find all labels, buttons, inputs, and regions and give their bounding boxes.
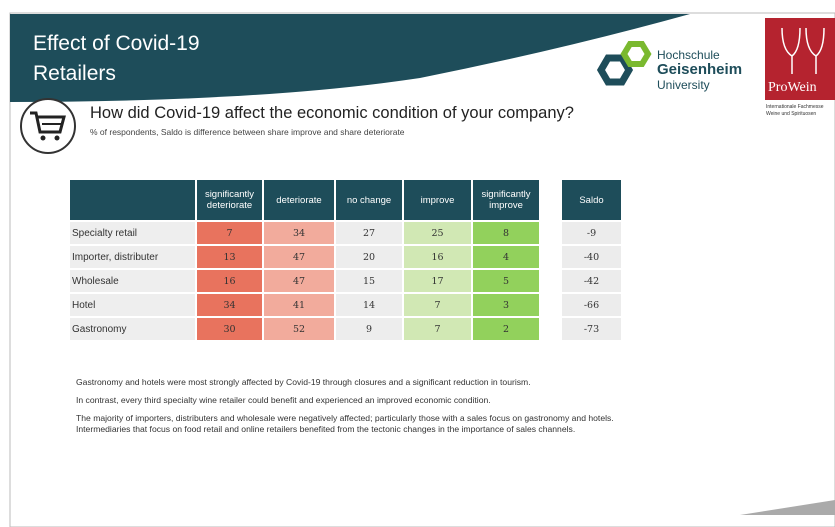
table-cell: 16 xyxy=(197,270,262,292)
table-cell: 47 xyxy=(264,246,334,268)
title: Retailers xyxy=(33,62,116,85)
column-header: Saldo xyxy=(562,180,621,220)
table-cell: 7 xyxy=(404,318,471,340)
footer-wedge xyxy=(740,500,835,515)
saldo-cell: -66 xyxy=(562,294,621,316)
table-cell: 20 xyxy=(336,246,402,268)
table-cell: 27 xyxy=(336,222,402,244)
row-label: Hotel xyxy=(70,294,195,316)
logo-text: University xyxy=(657,78,710,92)
table-cell: 13 xyxy=(197,246,262,268)
university-logo xyxy=(596,54,634,86)
saldo-cell: -42 xyxy=(562,270,621,292)
table-cell: 8 xyxy=(473,222,539,244)
university-logo xyxy=(620,41,652,67)
table-cell: 30 xyxy=(197,318,262,340)
row-label: Importer, distributer xyxy=(70,246,195,268)
cart-icon xyxy=(30,111,66,134)
note-paragraph: In contrast, every third specialty wine … xyxy=(76,395,491,405)
table-cell: 14 xyxy=(336,294,402,316)
table-cell: 47 xyxy=(264,270,334,292)
table-cell: 16 xyxy=(404,246,471,268)
saldo-cell: -73 xyxy=(562,318,621,340)
table-cell: 17 xyxy=(404,270,471,292)
table-cell: 34 xyxy=(264,222,334,244)
column-header: no change xyxy=(336,180,402,220)
question: How did Covid-19 affect the economic con… xyxy=(90,104,574,122)
header-band xyxy=(10,14,690,102)
column-header: significantly improve xyxy=(473,180,539,220)
logo-text: Hochschule xyxy=(657,48,720,62)
logo-text: Geisenheim xyxy=(657,61,743,78)
cart-icon xyxy=(40,135,46,141)
table-cell: 41 xyxy=(264,294,334,316)
table-cell: 9 xyxy=(336,318,402,340)
table-cell: 7 xyxy=(197,222,262,244)
logo-text: ProWein xyxy=(768,80,817,95)
title: Effect of Covid-19 xyxy=(33,32,200,55)
note-paragraph: The majority of importers, distributers … xyxy=(76,413,614,434)
note-paragraph: Gastronomy and hotels were most strongly… xyxy=(76,377,531,387)
column-header: deteriorate xyxy=(264,180,334,220)
cart-icon xyxy=(54,135,60,141)
column-header: improve xyxy=(404,180,471,220)
row-label: Wholesale xyxy=(70,270,195,292)
table-cell: 7 xyxy=(404,294,471,316)
prowein-logo xyxy=(781,27,825,74)
saldo-cell: -40 xyxy=(562,246,621,268)
table-cell: 2 xyxy=(473,318,539,340)
table-cell: 5 xyxy=(473,270,539,292)
slide-border xyxy=(9,12,835,527)
saldo-cell: -9 xyxy=(562,222,621,244)
row-label: Gastronomy xyxy=(70,318,195,340)
table-cell: 15 xyxy=(336,270,402,292)
table-cell: 34 xyxy=(197,294,262,316)
row-label: Specialty retail xyxy=(70,222,195,244)
table-cell: 25 xyxy=(404,222,471,244)
table-cell: 3 xyxy=(473,294,539,316)
table-cell: 4 xyxy=(473,246,539,268)
column-header: significantly deteriorate xyxy=(197,180,262,220)
cart-icon xyxy=(20,98,76,154)
table-cell: 52 xyxy=(264,318,334,340)
logo-text: Weine und Spirituosen xyxy=(766,111,817,117)
header-cell xyxy=(70,180,195,220)
subtitle: % of respondents, Saldo is difference be… xyxy=(90,127,405,137)
logo-text: Internationale Fachmesse xyxy=(766,104,824,110)
